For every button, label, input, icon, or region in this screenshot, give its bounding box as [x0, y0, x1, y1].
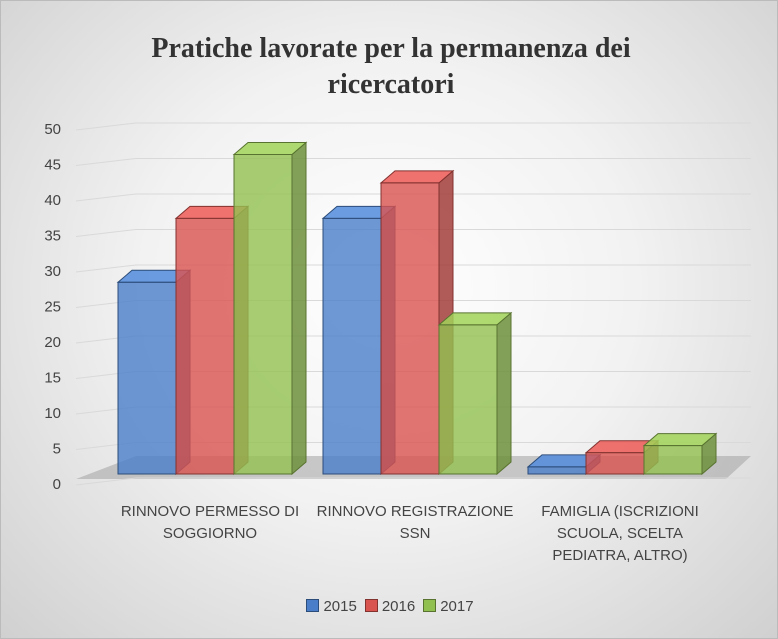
x-tick-label: RINNOVO PERMESSO DI SOGGIORNO: [120, 503, 300, 542]
bar: [642, 432, 718, 476]
legend: 2015 2016 2017: [1, 598, 777, 615]
y-tick-label: 5: [53, 440, 61, 457]
y-tick-label: 40: [44, 192, 61, 209]
bar-front: [117, 281, 177, 475]
bar-front: [380, 182, 440, 475]
y-tick-label: 45: [44, 156, 61, 173]
bar-side: [496, 311, 512, 476]
y-tick-label: 25: [44, 298, 61, 315]
y-tick-label: 35: [44, 227, 61, 244]
grid-line: [75, 122, 751, 131]
bar-front: [322, 217, 382, 475]
legend-label: 2016: [381, 598, 416, 615]
x-tick-label: FAMIGLIA (ISCRIZIONI SCUOLA, SCELTA PEDI…: [541, 503, 699, 564]
grid-line: [75, 193, 751, 202]
legend-item: 2017: [423, 598, 474, 615]
legend-item: 2016: [364, 598, 416, 615]
y-tick-label: 0: [53, 476, 61, 493]
y-tick-label: 30: [44, 263, 61, 280]
grid-line: [75, 477, 751, 486]
grid-line: [75, 229, 751, 237]
bar-front: [585, 452, 645, 475]
legend-swatch: [306, 599, 320, 612]
bar-front: [438, 324, 498, 475]
legend-label: 2015: [323, 598, 357, 615]
grid-line: [75, 264, 751, 273]
bar-front: [527, 466, 587, 475]
bar-front: [643, 445, 703, 475]
legend-item: 2015: [306, 598, 357, 615]
bar-front: [233, 154, 293, 475]
bar-side: [291, 141, 307, 476]
bar: [437, 311, 513, 476]
x-tick-label: RINNOVO REGISTRAZIONE SSN: [316, 503, 514, 542]
legend-swatch: [364, 599, 378, 612]
bar: [232, 141, 308, 476]
legend-swatch: [423, 599, 437, 612]
y-tick-label: 50: [44, 121, 61, 138]
y-tick-label: 20: [44, 334, 61, 351]
y-tick-label: 10: [44, 405, 61, 422]
y-tick-label: 15: [44, 369, 61, 386]
grid-line: [75, 158, 751, 166]
bar-front: [175, 217, 235, 475]
chart-title: Pratiche lavorate per la permanenza dei …: [151, 33, 631, 100]
legend-label: 2017: [440, 598, 474, 615]
